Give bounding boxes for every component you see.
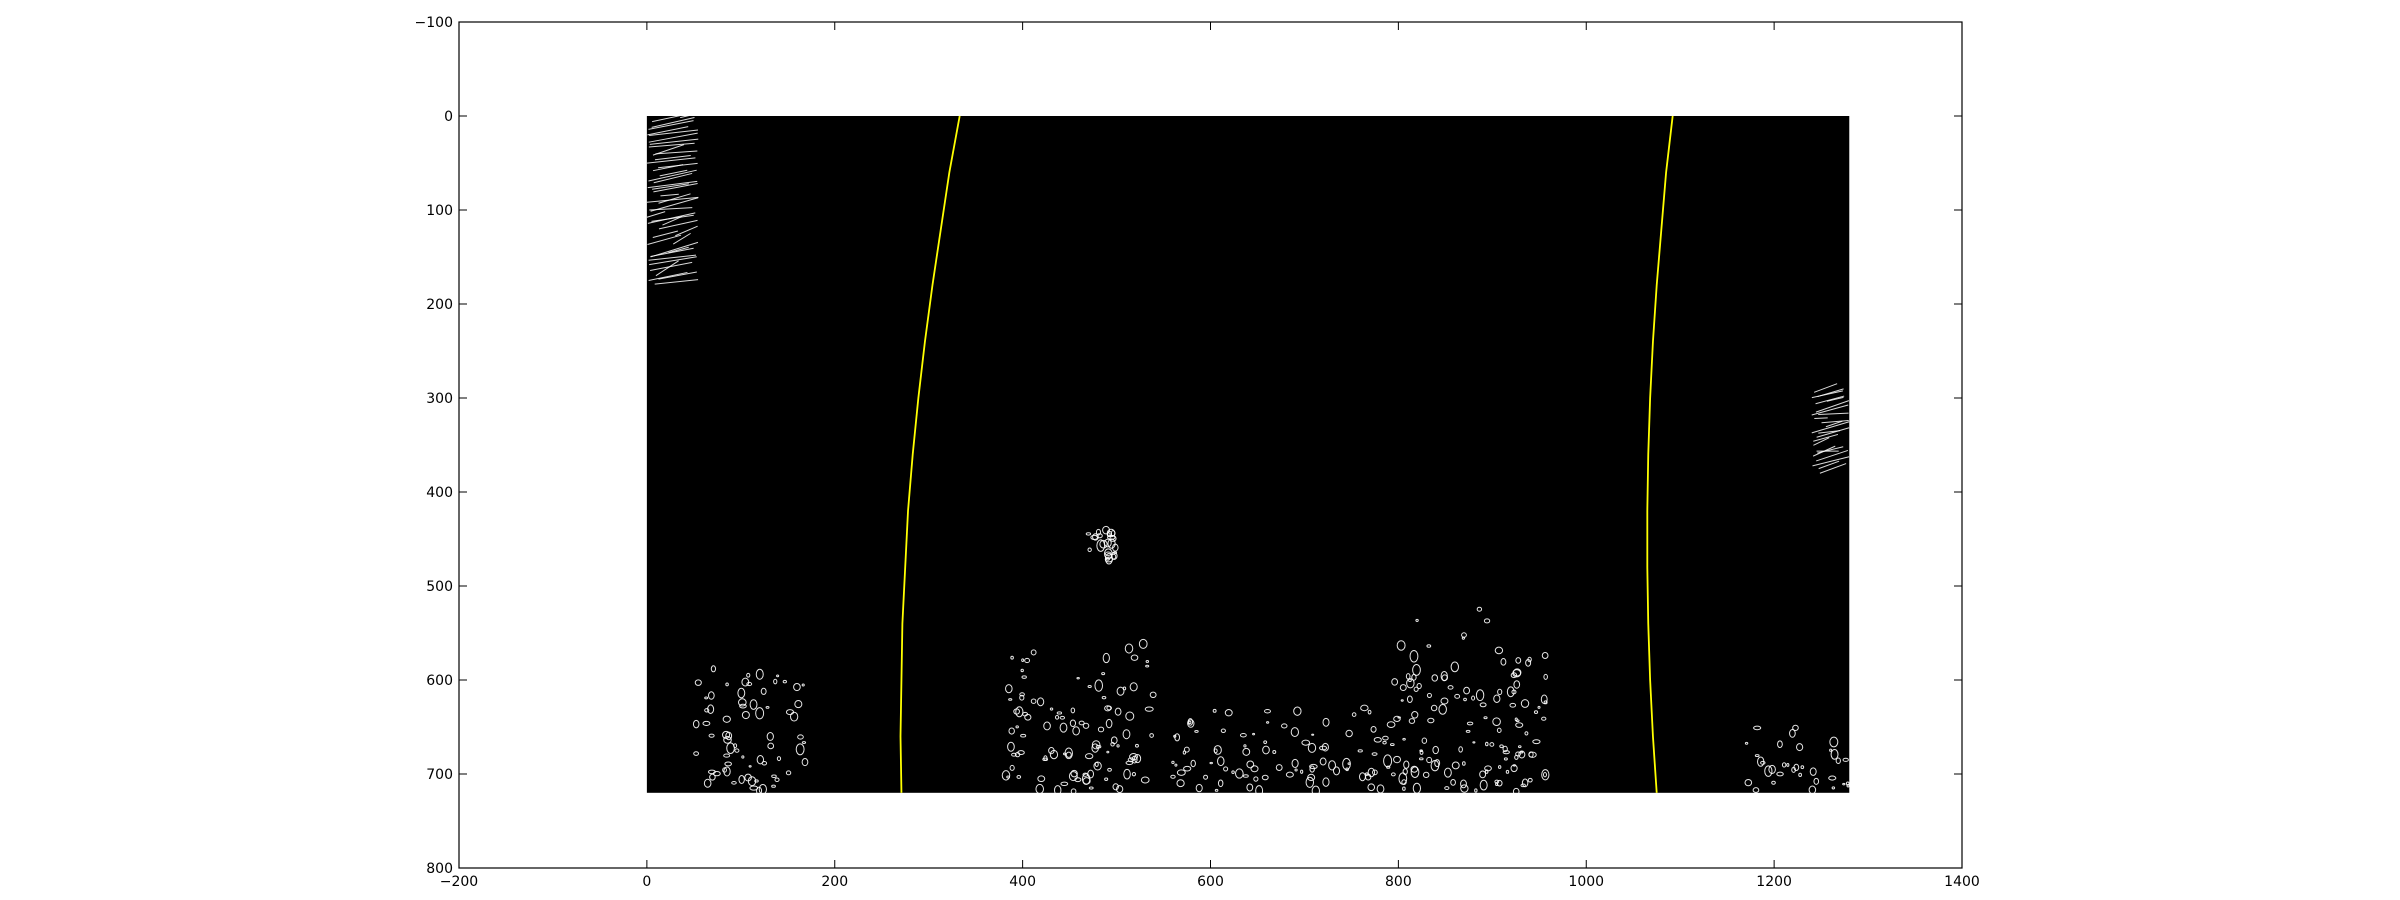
y-tick-label: 800 bbox=[426, 861, 453, 877]
edge-cluster-blob bbox=[1085, 525, 1119, 565]
y-tick-label: 400 bbox=[426, 485, 453, 501]
x-tick-label: 1200 bbox=[1756, 874, 1792, 890]
image-background bbox=[646, 116, 1850, 793]
x-tick-label: 200 bbox=[821, 874, 848, 890]
lane-line-left bbox=[899, 115, 961, 793]
edge-cluster-hatch bbox=[646, 112, 699, 285]
lane-lines bbox=[899, 115, 1674, 793]
x-tick-label: −200 bbox=[440, 874, 478, 890]
edge-cluster-speckle bbox=[1744, 724, 1850, 795]
y-tick-label: −100 bbox=[415, 15, 453, 31]
lane-line-right bbox=[1646, 115, 1674, 793]
edge-cluster-speckle bbox=[1170, 704, 1382, 797]
edge-cluster-speckle bbox=[692, 665, 809, 795]
y-tick-label: 0 bbox=[444, 109, 453, 125]
x-tick-label: 1000 bbox=[1568, 874, 1604, 890]
y-tick-label: 700 bbox=[426, 767, 453, 783]
edge-cluster-hatch bbox=[1811, 383, 1850, 474]
x-tick-label: 400 bbox=[1009, 874, 1036, 890]
y-tick-label: 100 bbox=[426, 203, 453, 219]
x-tick-label: 0 bbox=[642, 874, 651, 890]
x-tick-label: 600 bbox=[1197, 874, 1224, 890]
edge-cluster-speckle bbox=[1376, 606, 1550, 796]
x-tick-label: 800 bbox=[1385, 874, 1412, 890]
axis-ticks: −200 0 200 400 600 800 1000 1200 1400 −100 0 100 200… bbox=[415, 15, 1980, 890]
edge-cluster-speckle bbox=[1001, 638, 1157, 796]
y-tick-label: 600 bbox=[426, 673, 453, 689]
y-tick-label: 300 bbox=[426, 391, 453, 407]
y-tick-label: 200 bbox=[426, 297, 453, 313]
x-tick-label: 1400 bbox=[1944, 874, 1980, 890]
edge-image bbox=[646, 112, 1850, 797]
y-tick-label: 500 bbox=[426, 579, 453, 595]
